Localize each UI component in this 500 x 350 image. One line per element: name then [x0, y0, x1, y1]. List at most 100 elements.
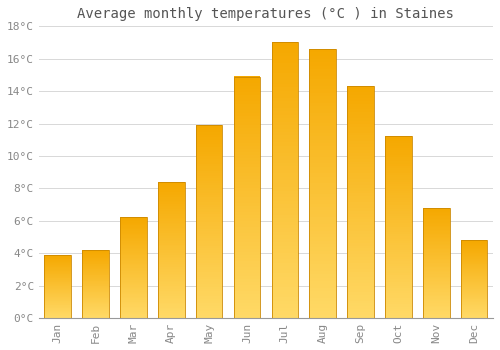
Bar: [461, 266, 487, 267]
Bar: [423, 248, 450, 249]
Bar: [120, 239, 146, 240]
Bar: [461, 288, 487, 289]
Bar: [234, 164, 260, 167]
Bar: [158, 226, 184, 228]
Bar: [310, 69, 336, 72]
Bar: [385, 152, 411, 155]
Bar: [272, 42, 298, 46]
Bar: [310, 163, 336, 167]
Bar: [82, 285, 109, 286]
Bar: [82, 254, 109, 255]
Bar: [44, 269, 71, 270]
Bar: [310, 287, 336, 291]
Bar: [461, 295, 487, 296]
Bar: [461, 315, 487, 316]
Bar: [44, 296, 71, 298]
Bar: [310, 281, 336, 284]
Bar: [385, 309, 411, 311]
Bar: [385, 247, 411, 250]
Bar: [120, 231, 146, 232]
Bar: [461, 269, 487, 270]
Bar: [348, 228, 374, 231]
Bar: [461, 289, 487, 290]
Bar: [461, 287, 487, 288]
Bar: [348, 130, 374, 133]
Bar: [272, 287, 298, 290]
Bar: [120, 278, 146, 279]
Bar: [423, 292, 450, 293]
Bar: [423, 294, 450, 296]
Bar: [120, 230, 146, 231]
Bar: [234, 288, 260, 291]
Bar: [461, 281, 487, 282]
Bar: [310, 140, 336, 143]
Bar: [158, 224, 184, 226]
Bar: [82, 290, 109, 291]
Bar: [348, 150, 374, 153]
Bar: [44, 281, 71, 282]
Bar: [272, 221, 298, 225]
Bar: [310, 240, 336, 244]
Bar: [196, 137, 222, 140]
Bar: [310, 190, 336, 194]
Bar: [423, 231, 450, 232]
Bar: [310, 49, 336, 318]
Bar: [461, 299, 487, 300]
Bar: [385, 184, 411, 186]
Bar: [44, 303, 71, 304]
Bar: [272, 187, 298, 190]
Bar: [272, 42, 298, 318]
Bar: [44, 273, 71, 274]
Bar: [158, 197, 184, 199]
Bar: [423, 208, 450, 209]
Bar: [461, 298, 487, 299]
Bar: [120, 269, 146, 270]
Bar: [461, 316, 487, 317]
Bar: [196, 267, 222, 270]
Bar: [310, 274, 336, 278]
Bar: [423, 226, 450, 227]
Bar: [158, 194, 184, 195]
Bar: [44, 278, 71, 279]
Bar: [82, 281, 109, 282]
Bar: [234, 176, 260, 179]
Bar: [120, 302, 146, 303]
Bar: [310, 92, 336, 96]
Bar: [423, 239, 450, 241]
Bar: [234, 206, 260, 209]
Bar: [44, 274, 71, 275]
Bar: [348, 202, 374, 205]
Bar: [120, 279, 146, 280]
Bar: [385, 257, 411, 259]
Bar: [385, 195, 411, 198]
Bar: [158, 204, 184, 206]
Bar: [348, 196, 374, 199]
Bar: [120, 224, 146, 225]
Bar: [120, 221, 146, 223]
Bar: [44, 316, 71, 317]
Bar: [423, 254, 450, 256]
Bar: [310, 180, 336, 183]
Bar: [120, 258, 146, 259]
Bar: [272, 60, 298, 63]
Bar: [310, 247, 336, 251]
Bar: [385, 259, 411, 261]
Bar: [158, 280, 184, 282]
Bar: [423, 220, 450, 222]
Bar: [423, 213, 450, 215]
Bar: [348, 179, 374, 182]
Bar: [196, 313, 222, 316]
Bar: [234, 149, 260, 152]
Bar: [44, 292, 71, 293]
Bar: [423, 223, 450, 224]
Bar: [272, 159, 298, 163]
Bar: [348, 104, 374, 106]
Bar: [158, 308, 184, 309]
Bar: [196, 132, 222, 135]
Bar: [310, 123, 336, 126]
Bar: [461, 241, 487, 242]
Bar: [423, 293, 450, 295]
Bar: [272, 128, 298, 132]
Bar: [385, 288, 411, 291]
Bar: [44, 307, 71, 308]
